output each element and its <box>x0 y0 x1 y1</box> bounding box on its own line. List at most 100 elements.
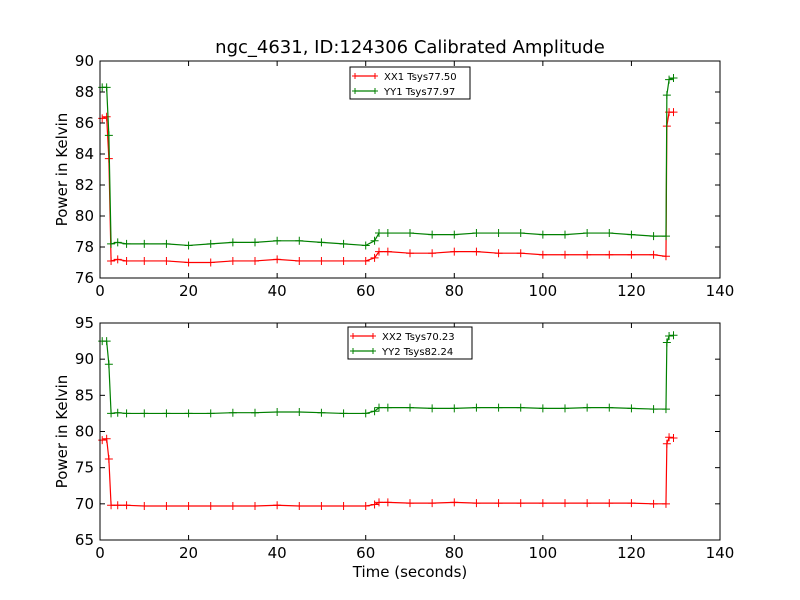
data-point <box>406 229 414 238</box>
x-tick-label: 20 <box>179 544 198 562</box>
data-point <box>605 499 614 508</box>
data-point <box>361 256 370 265</box>
x-tick-label: 80 <box>445 282 464 300</box>
data-point <box>649 405 658 414</box>
data-point <box>273 236 282 245</box>
y-tick-label: 82 <box>75 176 94 194</box>
data-point <box>295 407 304 416</box>
data-point <box>107 239 116 248</box>
data-point <box>561 499 569 508</box>
data-point <box>538 250 547 259</box>
y-tick-label: 85 <box>75 386 94 404</box>
y-tick-label: 86 <box>75 114 94 132</box>
data-point <box>450 498 459 507</box>
y-tick-label: 84 <box>75 145 94 163</box>
data-point <box>669 74 678 83</box>
data-point <box>361 241 370 250</box>
data-point <box>472 499 481 508</box>
x-tick-label: 0 <box>95 282 105 300</box>
data-point <box>184 258 193 267</box>
legend-label: XX1 Tsys77.50 <box>384 72 457 83</box>
y-tick-label: 65 <box>75 531 94 549</box>
x-tick-label: 80 <box>445 544 464 562</box>
data-point <box>317 238 326 247</box>
data-point <box>669 434 678 443</box>
legend-box <box>347 326 473 360</box>
data-point <box>662 439 671 448</box>
data-point <box>583 499 592 508</box>
data-point <box>538 499 547 508</box>
data-point <box>583 403 592 412</box>
data-point <box>339 409 348 418</box>
x-tick-label: 140 <box>706 282 735 300</box>
x-tick-label: 100 <box>529 544 558 562</box>
data-point <box>375 498 383 507</box>
data-point <box>113 238 122 247</box>
data-point <box>583 229 592 238</box>
series-yy1 <box>98 74 678 250</box>
data-point <box>295 256 304 265</box>
x-tick-label: 40 <box>268 282 287 300</box>
data-point <box>140 409 149 418</box>
data-point <box>661 499 670 508</box>
data-point <box>450 230 459 239</box>
data-point <box>206 502 215 511</box>
y-tick-label: 88 <box>75 83 94 101</box>
data-point <box>661 232 670 241</box>
data-point <box>206 239 215 248</box>
data-point <box>361 409 370 418</box>
data-point <box>627 250 636 259</box>
data-point <box>661 252 670 261</box>
data-point <box>627 230 636 239</box>
data-point <box>317 502 326 511</box>
top-chart-title: ngc_4631, ID:124306 Calibrated Amplitude <box>215 37 605 58</box>
data-point <box>605 250 614 259</box>
data-point <box>273 407 282 416</box>
data-point <box>370 500 379 509</box>
data-point <box>361 502 370 511</box>
data-point <box>251 408 259 417</box>
data-point <box>665 433 674 442</box>
data-point <box>122 501 131 510</box>
x-tick-label: 60 <box>356 544 375 562</box>
data-point <box>102 83 111 92</box>
data-point <box>516 499 525 508</box>
data-point <box>627 499 636 508</box>
data-point <box>184 241 193 250</box>
x-tick-label: 120 <box>617 282 646 300</box>
data-point <box>122 409 131 418</box>
data-point <box>102 337 111 346</box>
data-point <box>251 502 259 511</box>
data-point <box>649 232 658 241</box>
data-point <box>428 499 437 508</box>
data-point <box>375 403 383 412</box>
data-point <box>383 247 392 256</box>
data-point <box>428 404 437 413</box>
data-point <box>662 338 671 347</box>
data-point <box>450 247 459 256</box>
data-point <box>339 239 348 248</box>
data-point <box>113 255 122 264</box>
data-point <box>472 247 481 256</box>
series-yy2 <box>98 331 678 418</box>
data-point <box>665 75 674 84</box>
data-point <box>406 403 414 412</box>
data-point <box>583 250 592 259</box>
data-point <box>104 454 113 463</box>
data-point <box>538 230 547 239</box>
data-point <box>184 409 193 418</box>
data-point <box>472 229 481 238</box>
data-point <box>295 236 304 245</box>
y-tick-label: 76 <box>75 269 94 287</box>
x-tick-label: 60 <box>356 282 375 300</box>
data-point <box>107 409 116 418</box>
x-tick-label: 20 <box>179 282 198 300</box>
data-point <box>370 407 379 416</box>
data-point <box>140 239 149 248</box>
data-point <box>538 404 547 413</box>
data-point <box>406 499 414 508</box>
y-tick-label: 90 <box>75 52 94 70</box>
data-point <box>370 253 379 262</box>
data-point <box>102 112 111 121</box>
